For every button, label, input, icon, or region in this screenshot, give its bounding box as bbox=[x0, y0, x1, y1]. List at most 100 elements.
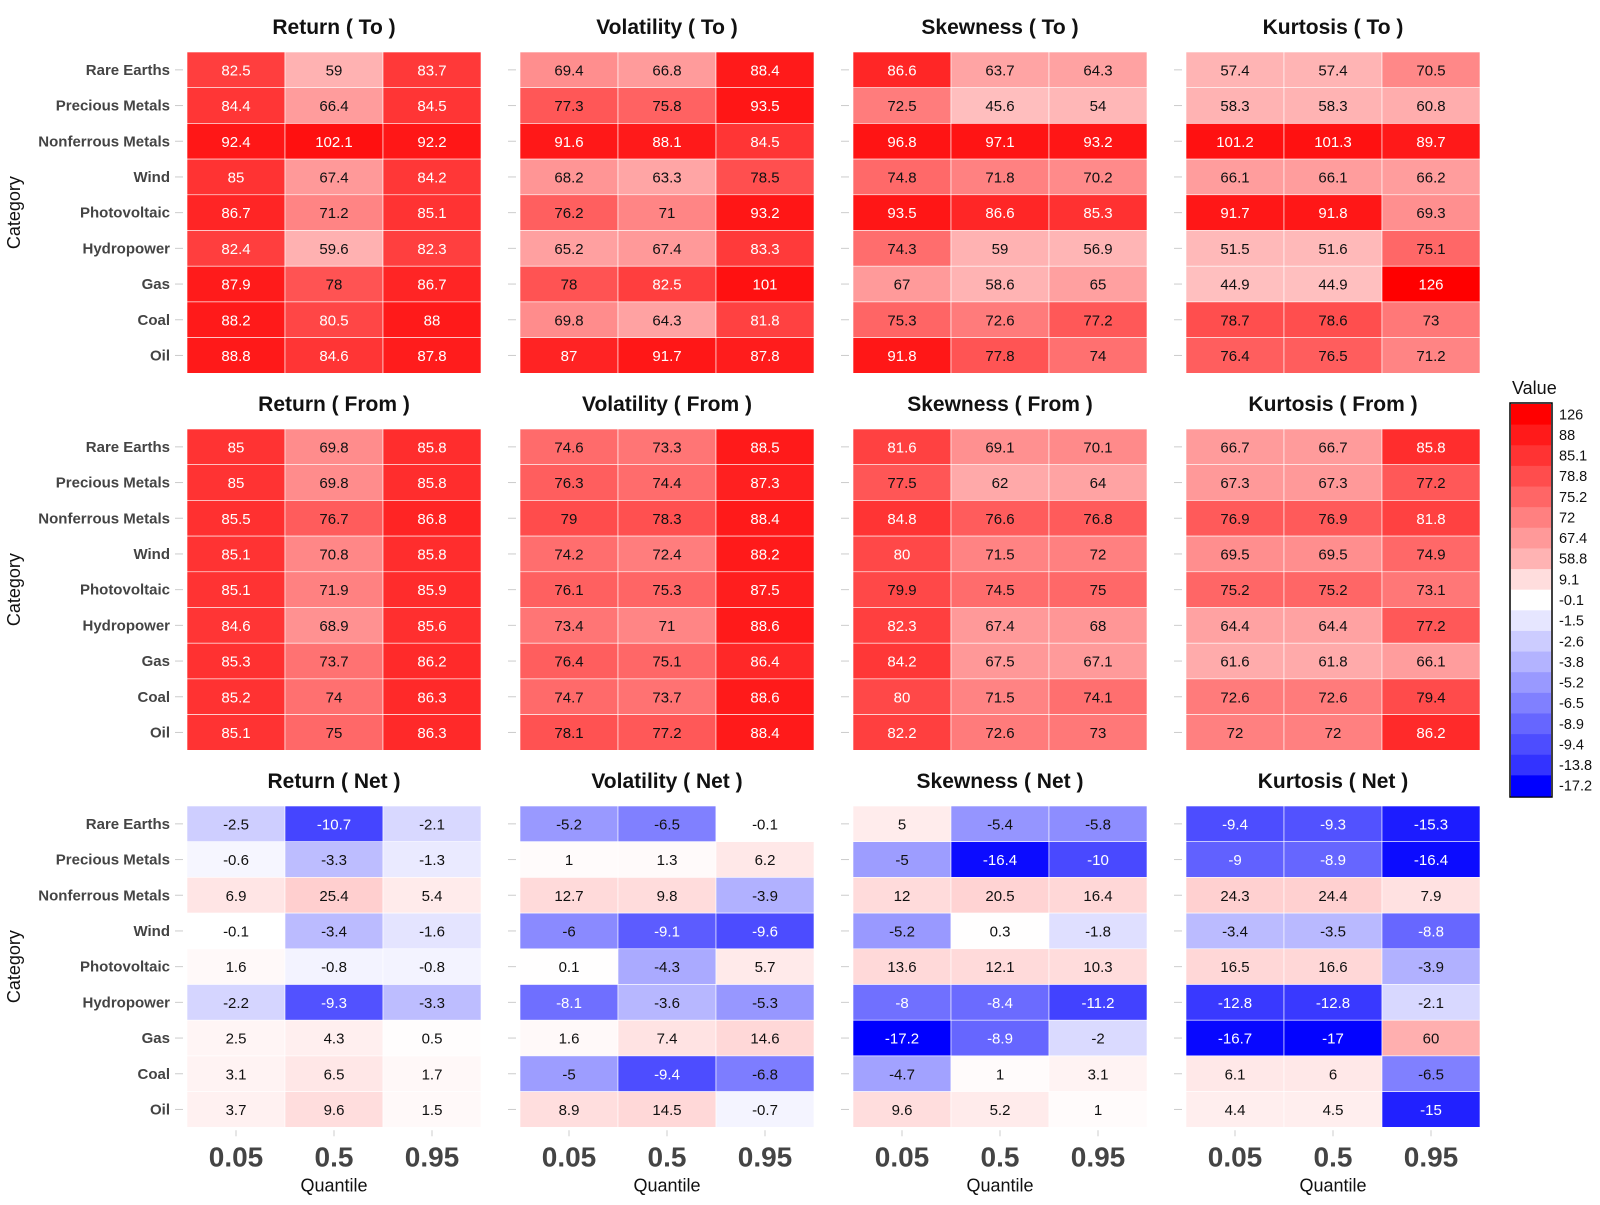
cell-value-label: 69.5 bbox=[1318, 546, 1347, 563]
heatmap-cell bbox=[1283, 337, 1383, 374]
cell-value-label: 1.7 bbox=[422, 1066, 443, 1083]
cell-value-label: 81.6 bbox=[887, 439, 916, 456]
panel-title: Skewness ( To ) bbox=[921, 16, 1078, 39]
legend-swatch bbox=[1511, 589, 1551, 611]
quantile-tick-label: 0.5 bbox=[1314, 1141, 1353, 1172]
cell-value-label: 78 bbox=[561, 277, 578, 294]
cell-value-label: -9.3 bbox=[1320, 816, 1346, 833]
cell-value-label: 7.4 bbox=[657, 1031, 678, 1048]
cell-value-label: -3.9 bbox=[752, 888, 778, 905]
legend-swatch bbox=[1511, 672, 1551, 694]
heatmap-cell bbox=[852, 948, 952, 985]
heatmap-cell bbox=[186, 678, 286, 715]
cell-value-label: 86.3 bbox=[417, 689, 446, 706]
quantile-tick-label: 0.5 bbox=[981, 1141, 1020, 1172]
heatmap-cell bbox=[617, 1055, 717, 1092]
cell-value-label: 12 bbox=[894, 888, 911, 905]
heatmap-cell bbox=[382, 51, 482, 89]
cell-value-label: 1.3 bbox=[657, 852, 678, 869]
category-tick-label: Hydropower bbox=[82, 617, 170, 634]
heatmap-cell bbox=[950, 877, 1050, 914]
cell-value-label: -1.3 bbox=[419, 852, 445, 869]
cell-value-label: 75.3 bbox=[652, 582, 681, 599]
heatmap-cell bbox=[382, 337, 482, 374]
cell-value-label: 88.2 bbox=[750, 546, 779, 563]
heatmap-cell bbox=[950, 805, 1050, 843]
cell-value-label: 75 bbox=[326, 725, 343, 742]
cell-value-label: 76.7 bbox=[319, 511, 348, 528]
heatmap-cell bbox=[1381, 1091, 1481, 1128]
cell-value-label: 85.2 bbox=[221, 689, 250, 706]
cell-value-label: 3.1 bbox=[226, 1066, 247, 1083]
cell-value-label: 69.8 bbox=[319, 439, 348, 456]
heatmap-cell bbox=[617, 714, 717, 751]
cell-value-label: 67.1 bbox=[1083, 654, 1112, 671]
heatmap-cell bbox=[617, 535, 717, 573]
cell-value-label: 78.5 bbox=[750, 169, 779, 186]
cell-value-label: 86.7 bbox=[221, 205, 250, 222]
cell-value-label: 72.5 bbox=[887, 98, 916, 115]
heatmap-cell bbox=[852, 607, 952, 644]
heatmap-cell bbox=[1381, 535, 1481, 573]
cell-value-label: 88.4 bbox=[750, 511, 779, 528]
cell-value-label: 87.3 bbox=[750, 475, 779, 492]
cell-value-label: -15.3 bbox=[1414, 816, 1448, 833]
category-tick-label: Oil bbox=[150, 1101, 170, 1118]
legend-swatch bbox=[1511, 465, 1551, 488]
heatmap-cell bbox=[1048, 984, 1148, 1021]
cell-value-label: -0.1 bbox=[223, 923, 249, 940]
cell-value-label: 4.5 bbox=[1323, 1102, 1344, 1119]
heatmap-cell bbox=[382, 948, 482, 985]
heatmap-cell bbox=[1185, 123, 1285, 160]
cell-value-label: 69.8 bbox=[319, 475, 348, 492]
heatmap-cell bbox=[852, 877, 952, 914]
cell-value-label: 76.9 bbox=[1318, 511, 1347, 528]
heatmap-cell bbox=[715, 1019, 815, 1057]
cell-value-label: 1.5 bbox=[422, 1102, 443, 1119]
cell-value-label: 75.8 bbox=[652, 98, 681, 115]
heatmap-cell bbox=[617, 571, 717, 608]
heatmap-cell bbox=[519, 1055, 619, 1092]
panel-title: Return ( From ) bbox=[258, 393, 410, 416]
category-tick-label: Precious Metals bbox=[56, 475, 170, 492]
cell-value-label: 84.4 bbox=[221, 98, 250, 115]
heatmap-cell bbox=[186, 607, 286, 644]
heatmap-cell bbox=[519, 464, 619, 501]
category-tick-label: Photovoltaic bbox=[80, 959, 170, 976]
heatmap-cell bbox=[617, 158, 717, 196]
heatmap-cell bbox=[715, 642, 815, 680]
heatmap-cell bbox=[186, 984, 286, 1021]
cell-value-label: 6.5 bbox=[324, 1066, 345, 1083]
cell-value-label: 78.3 bbox=[652, 511, 681, 528]
heatmap-cell bbox=[715, 123, 815, 160]
cell-value-label: 75.1 bbox=[652, 654, 681, 671]
heatmap-cell bbox=[382, 158, 482, 196]
cell-value-label: 76.5 bbox=[1318, 348, 1347, 365]
heatmap-cell bbox=[382, 428, 482, 466]
heatmap-cell bbox=[1283, 1055, 1383, 1092]
legend-label: -9.4 bbox=[1559, 737, 1584, 753]
heatmap-cell bbox=[1283, 984, 1383, 1021]
heatmap-cell bbox=[852, 265, 952, 303]
heatmap-cell bbox=[186, 265, 286, 303]
x-axis-title: Quantile bbox=[633, 1175, 700, 1195]
cell-value-label: 83.3 bbox=[750, 241, 779, 258]
cell-value-label: 66.2 bbox=[1416, 169, 1445, 186]
panel-title: Kurtosis ( To ) bbox=[1263, 16, 1404, 39]
cell-value-label: -8.1 bbox=[556, 995, 582, 1012]
cell-value-label: 76.6 bbox=[985, 511, 1014, 528]
panel-title: Return ( Net ) bbox=[268, 770, 401, 793]
cell-value-label: 9.8 bbox=[657, 888, 678, 905]
heatmap-cell bbox=[1048, 464, 1148, 501]
heatmap-cell bbox=[1283, 948, 1383, 985]
heatmap-cell bbox=[1185, 714, 1285, 751]
heatmap-cell bbox=[382, 1055, 482, 1092]
heatmap-cell bbox=[186, 805, 286, 843]
cell-value-label: 74 bbox=[1090, 348, 1107, 365]
cell-value-label: 60.8 bbox=[1416, 98, 1445, 115]
cell-value-label: 2.5 bbox=[226, 1031, 247, 1048]
cell-value-label: -4.7 bbox=[889, 1066, 915, 1083]
heatmap-cell bbox=[1185, 230, 1285, 267]
cell-value-label: 0.5 bbox=[422, 1031, 443, 1048]
heatmap-cell bbox=[1048, 948, 1148, 985]
